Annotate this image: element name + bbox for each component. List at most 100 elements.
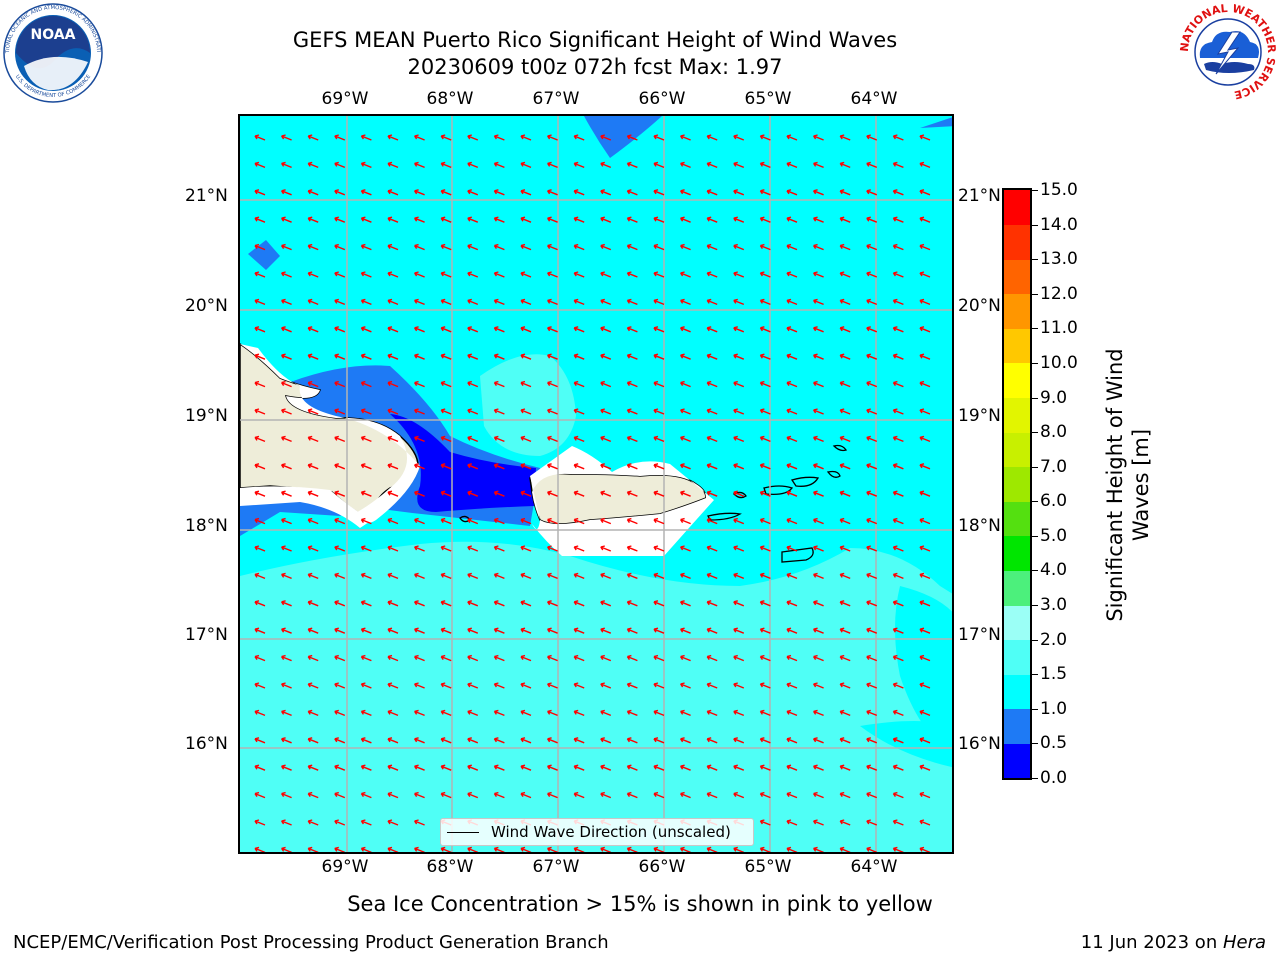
wave-direction-arrow: [839, 764, 851, 771]
wave-direction-arrow: [680, 380, 691, 388]
wave-direction-arrow: [360, 517, 372, 525]
wave-direction-arrow: [786, 134, 798, 141]
wave-direction-arrow: [680, 764, 691, 771]
wave-direction-arrow: [866, 517, 878, 525]
wave-direction-arrow: [307, 819, 319, 826]
wave-direction-arrow: [892, 216, 904, 223]
wave-direction-arrow: [892, 490, 904, 497]
wave-direction-arrow: [733, 134, 745, 141]
wave-direction-arrow: [600, 545, 612, 552]
wave-direction-arrow: [706, 353, 718, 360]
wave-direction-arrow: [414, 517, 425, 525]
wave-direction-arrow: [440, 216, 452, 223]
wave-direction-arrow: [254, 271, 266, 278]
wave-direction-arrow: [360, 764, 372, 771]
wave-direction-arrow: [387, 353, 399, 360]
wave-direction-arrow: [839, 189, 851, 196]
colorbar-tick-mark: [1032, 501, 1038, 503]
wave-direction-arrow: [493, 737, 505, 744]
wave-direction-arrow: [281, 189, 292, 196]
footer-host: Hera: [1222, 932, 1266, 953]
wave-direction-arrow: [334, 380, 346, 388]
wave-direction-arrow: [254, 791, 266, 799]
sea-ice-note: Sea Ice Concentration > 15% is shown in …: [347, 892, 933, 916]
wave-direction-arrow: [547, 572, 558, 580]
wave-direction-arrow: [866, 243, 878, 251]
wave-direction-arrow: [759, 791, 771, 799]
wave-direction-arrow: [759, 243, 771, 251]
wave-direction-arrow: [813, 435, 824, 443]
map-legend: Wind Wave Direction (unscaled): [440, 818, 754, 846]
wave-direction-arrow: [813, 161, 824, 169]
colorbar-segment: [1004, 259, 1030, 295]
wave-direction-arrow: [866, 161, 878, 169]
wave-direction-arrow: [600, 791, 612, 799]
wave-direction-arrow: [414, 791, 425, 799]
wave-direction-arrow: [573, 709, 585, 717]
wave-direction-arrow: [573, 737, 585, 744]
wave-direction-arrow: [281, 545, 292, 552]
wave-direction-arrow: [706, 764, 718, 771]
wave-direction-arrow: [866, 216, 878, 223]
wave-direction-arrow: [813, 654, 824, 662]
wave-direction-arrow: [334, 572, 346, 580]
colorbar-tick-mark: [1032, 259, 1038, 261]
wave-direction-arrow: [892, 161, 904, 169]
wave-direction-arrow: [254, 353, 266, 360]
wave-direction-arrow: [360, 463, 372, 470]
wave-direction-arrow: [334, 463, 346, 470]
wave-direction-arrow: [547, 243, 558, 251]
wave-direction-arrow: [360, 408, 372, 415]
no-data-halo: [530, 446, 714, 556]
wave-direction-arrow: [813, 243, 824, 251]
wave-direction-arrow: [520, 408, 532, 415]
colorbar-tick-label: 2.0: [1040, 629, 1068, 650]
wave-direction-arrow: [786, 161, 798, 169]
island-outline: [732, 491, 747, 499]
wave-direction-arrow: [360, 791, 372, 799]
wave-direction-arrow: [839, 737, 851, 744]
wave-direction-arrow: [573, 791, 585, 799]
wave-direction-arrow: [626, 326, 638, 333]
wave-direction-arrow: [600, 189, 612, 196]
wave-direction-arrow: [440, 627, 452, 634]
wave-direction-arrow: [520, 216, 532, 223]
wave-direction-arrow: [813, 298, 824, 306]
wave-direction-arrow: [254, 627, 266, 634]
wave-direction-arrow: [866, 627, 878, 634]
wave-direction-arrow: [440, 353, 452, 360]
wave-direction-arrow: [440, 271, 452, 278]
wave-direction-arrow: [254, 545, 266, 552]
wave-direction-arrow: [493, 463, 505, 470]
colorbar-tick-label: 1.0: [1040, 698, 1068, 719]
wave-direction-arrow: [360, 572, 372, 580]
wave-direction-arrow: [892, 435, 904, 443]
colorbar-tick-mark: [1032, 778, 1038, 779]
legend-label: Wind Wave Direction (unscaled): [491, 823, 731, 841]
wave-direction-arrow: [547, 271, 558, 278]
wave-direction-arrow: [919, 654, 931, 662]
wave-direction-arrow: [387, 572, 399, 580]
colorbar-segment: [1004, 674, 1030, 710]
wave-direction-arrow: [493, 654, 505, 662]
wave-direction-arrow: [786, 791, 798, 799]
wave-direction-arrow: [866, 682, 878, 689]
wave-direction-arrow: [600, 463, 612, 470]
wave-direction-arrow: [387, 545, 399, 552]
wave-direction-arrow: [600, 216, 612, 223]
wave-direction-arrow: [706, 682, 718, 689]
wave-direction-arrow: [387, 380, 399, 388]
wave-direction-arrow: [493, 380, 505, 388]
wave-direction-arrow: [307, 517, 319, 525]
wave-direction-arrow: [520, 846, 532, 852]
wave-direction-arrow: [919, 682, 931, 689]
wave-direction-arrow: [360, 380, 372, 388]
wave-direction-arrow: [334, 517, 346, 525]
wave-direction-arrow: [733, 627, 745, 634]
wave-direction-arrow: [866, 408, 878, 415]
virgin-islands-outline: [790, 476, 820, 487]
wave-direction-arrow: [387, 134, 399, 141]
wave-direction-arrow: [759, 737, 771, 744]
wave-direction-arrow: [334, 189, 346, 196]
wave-direction-arrow: [839, 435, 851, 443]
